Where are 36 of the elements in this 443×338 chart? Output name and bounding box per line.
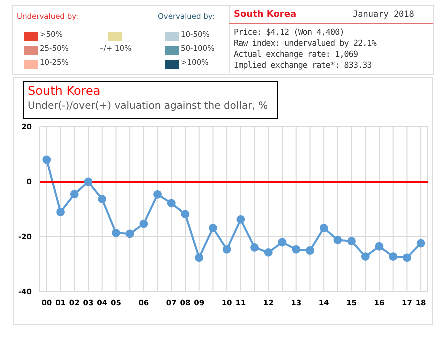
text: Raw index: undervalued by 22.1% [234, 38, 376, 48]
point [167, 199, 176, 208]
point [42, 156, 52, 164]
point [126, 230, 134, 238]
point [98, 195, 107, 204]
text: January 2018 [353, 10, 414, 20]
point [181, 210, 190, 219]
chart-title: South Korea [28, 84, 102, 99]
point [403, 254, 412, 262]
point [264, 248, 273, 257]
point [84, 178, 93, 186]
point [375, 242, 384, 251]
text: Implied exchange rate*: 833.33 [234, 60, 372, 70]
chart-subtitle: Under(-)/over(+) valuation against the dollar, % [28, 100, 270, 114]
point [334, 236, 342, 244]
point [56, 208, 65, 216]
point [140, 220, 148, 228]
point [195, 254, 204, 262]
point [389, 252, 398, 261]
point [236, 215, 246, 224]
point [348, 237, 356, 246]
point [320, 224, 328, 232]
text: South Korea [234, 10, 297, 20]
point [209, 224, 218, 232]
point [112, 228, 120, 238]
text: Actual exchange rate: 1,069 [234, 49, 358, 59]
text: Price: $4.12 (Won 4,400) [234, 27, 344, 37]
point [416, 239, 426, 248]
point [278, 238, 287, 247]
point [154, 190, 162, 199]
point [306, 246, 314, 255]
point [361, 252, 370, 261]
point [222, 245, 232, 254]
point [70, 190, 79, 199]
point [250, 244, 259, 252]
point [292, 245, 301, 254]
